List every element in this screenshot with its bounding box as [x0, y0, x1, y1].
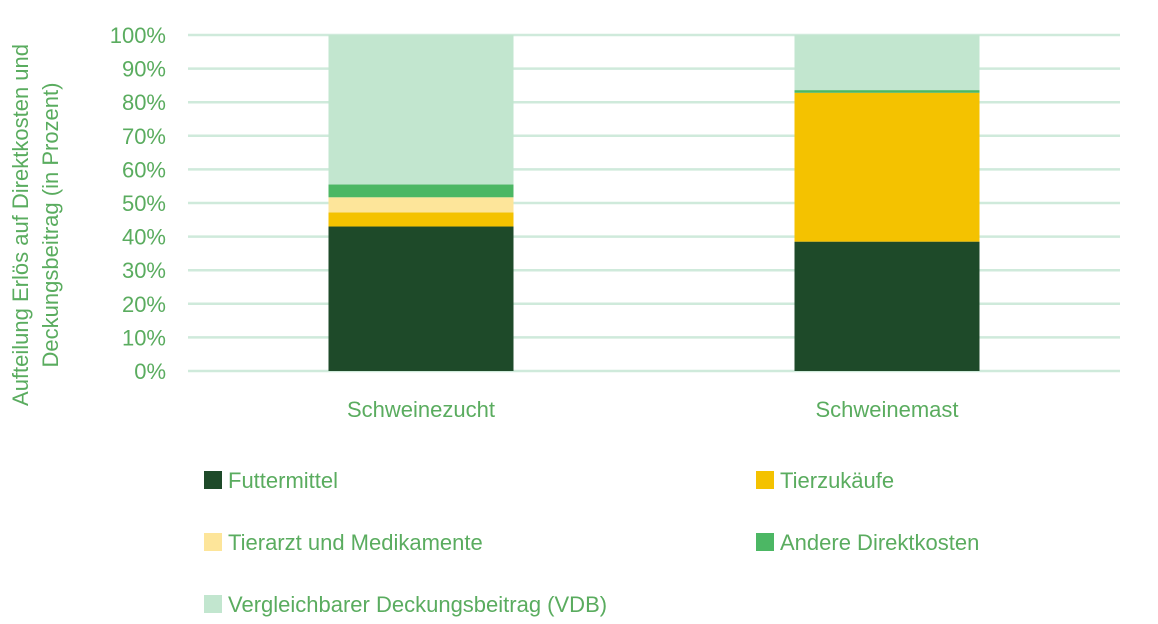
gridlines — [188, 33, 1120, 373]
bar-segment — [794, 241, 980, 371]
legend-label: Andere Direktkosten — [780, 530, 979, 555]
legend-swatch — [204, 595, 222, 613]
legend-swatch — [756, 533, 774, 551]
bar-segment — [794, 90, 980, 93]
y-tick-label: 30% — [122, 258, 166, 283]
legend-item: Andere Direktkosten — [756, 530, 979, 555]
bar-segment — [328, 226, 514, 371]
bar-segment — [794, 92, 980, 242]
legend-swatch — [204, 533, 222, 551]
x-tick-label: Schweinemast — [815, 397, 958, 422]
legend-item: Tierarzt und Medikamente — [204, 530, 483, 555]
y-tick-label: 90% — [122, 57, 166, 82]
legend-item: Tierzukäufe — [756, 468, 894, 493]
legend-swatch — [756, 471, 774, 489]
y-tick-label: 10% — [122, 325, 166, 350]
legend-item: Futtermittel — [204, 468, 338, 493]
legend-item: Vergleichbarer Deckungsbeitrag (VDB) — [204, 592, 607, 617]
y-tick-label: 20% — [122, 292, 166, 317]
bar-segment — [328, 212, 514, 227]
y-axis-label: Aufteilung Erlös auf Direktkosten und Dec… — [8, 44, 63, 406]
bar-segment — [328, 184, 514, 198]
legend-label: Tierarzt und Medikamente — [228, 530, 483, 555]
y-tick-label: 80% — [122, 90, 166, 115]
legend-label: Tierzukäufe — [780, 468, 894, 493]
y-tick-label: 50% — [122, 191, 166, 216]
x-axis-ticks: Schweinezucht Schweinemast — [347, 397, 959, 422]
y-tick-label: 0% — [134, 359, 166, 384]
y-tick-label: 70% — [122, 124, 166, 149]
y-tick-label: 40% — [122, 225, 166, 250]
y-axis-ticks: 0% 10% 20% 30% 40% 50% 60% 70% 80% 90% 100% — [110, 23, 166, 384]
bar-segment — [794, 35, 980, 91]
y-tick-label: 60% — [122, 157, 166, 182]
bar-segment — [328, 35, 514, 185]
legend: Futtermittel Tierzukäufe Tierarzt und Medi… — [204, 468, 979, 617]
bar-segment — [328, 197, 514, 213]
bars — [328, 35, 980, 371]
y-tick-label: 100% — [110, 23, 166, 48]
legend-swatch — [204, 471, 222, 489]
legend-label: Futtermittel — [228, 468, 338, 493]
x-tick-label: Schweinezucht — [347, 397, 495, 422]
legend-label: Vergleichbarer Deckungsbeitrag (VDB) — [228, 592, 607, 617]
